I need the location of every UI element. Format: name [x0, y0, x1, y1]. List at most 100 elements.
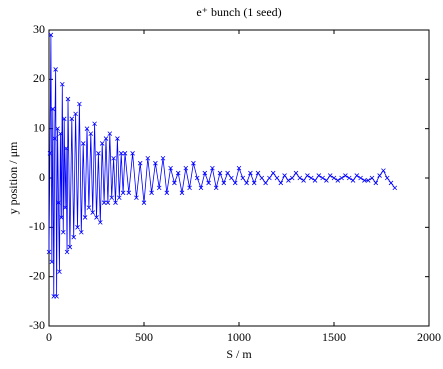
marker: [377, 173, 382, 178]
marker: [126, 190, 132, 196]
marker: [60, 229, 66, 235]
marker: [105, 200, 111, 205]
marker: [339, 175, 344, 181]
marker: [57, 269, 62, 275]
marker: [358, 175, 363, 181]
marker: [115, 136, 120, 141]
marker: [156, 185, 162, 191]
marker: [62, 205, 68, 210]
marker: [160, 155, 166, 161]
x-tick-label: 500: [135, 330, 153, 344]
marker: [90, 210, 95, 215]
marker: [217, 170, 223, 176]
marker: [141, 200, 147, 205]
marker: [354, 173, 360, 178]
marker: [183, 165, 189, 171]
y-axis-label: y position / μm: [6, 141, 20, 214]
marker: [365, 178, 371, 183]
marker: [274, 175, 280, 181]
marker: [225, 170, 230, 176]
marker: [71, 234, 76, 240]
marker: [79, 229, 84, 235]
marker: [120, 190, 126, 196]
marker: [286, 178, 291, 183]
marker: [49, 259, 55, 265]
marker: [56, 200, 61, 205]
marker: [113, 200, 118, 205]
marker: [251, 180, 257, 186]
marker: [316, 173, 322, 178]
marker: [53, 67, 58, 72]
marker: [327, 173, 333, 178]
marker: [94, 215, 99, 220]
marker: [305, 173, 310, 178]
marker: [67, 244, 73, 250]
marker: [255, 170, 261, 176]
marker: [191, 160, 196, 166]
marker: [46, 249, 52, 255]
marker: [109, 195, 114, 201]
marker: [77, 101, 82, 107]
marker: [122, 151, 128, 156]
marker: [232, 180, 238, 186]
y-tick-label: 30: [33, 22, 45, 36]
marker: [86, 205, 92, 210]
marker: [381, 168, 386, 173]
marker: [50, 106, 56, 112]
marker: [346, 175, 352, 181]
marker: [98, 220, 103, 225]
marker: [168, 165, 173, 171]
chart-title: e⁺ bunch (1 seed): [196, 5, 281, 19]
marker: [48, 32, 54, 38]
marker: [373, 180, 379, 186]
marker: [362, 178, 367, 183]
marker: [282, 173, 287, 178]
marker: [54, 294, 59, 299]
marker: [210, 165, 215, 171]
x-tick-label: 2000: [417, 330, 441, 344]
marker: [99, 141, 105, 146]
y-tick-label: 0: [39, 170, 45, 184]
marker: [221, 180, 227, 186]
marker: [320, 175, 325, 181]
marker: [179, 190, 185, 196]
marker: [331, 175, 337, 181]
marker: [82, 215, 88, 220]
marker: [384, 175, 390, 181]
marker: [335, 178, 341, 183]
marker: [297, 175, 303, 181]
marker: [236, 165, 242, 171]
x-tick-label: 0: [46, 330, 52, 344]
marker: [153, 160, 158, 166]
marker: [84, 126, 90, 131]
marker: [202, 170, 208, 176]
y-tick-label: 20: [33, 71, 45, 85]
y-tick-label: 10: [33, 120, 45, 134]
marker: [301, 178, 306, 183]
marker: [278, 180, 284, 186]
marker: [96, 151, 101, 156]
y-tick-label: -30: [29, 318, 45, 332]
y-tick-label: -20: [29, 268, 45, 282]
marker: [388, 180, 394, 186]
marker: [69, 116, 75, 122]
marker: [101, 200, 107, 205]
marker: [308, 175, 314, 181]
marker: [213, 185, 219, 191]
marker: [118, 151, 124, 156]
x-axis-label: S / m: [226, 347, 252, 361]
marker: [60, 81, 65, 87]
marker: [164, 190, 170, 196]
marker: [58, 131, 63, 136]
marker: [63, 146, 69, 151]
marker: [244, 180, 249, 186]
marker: [64, 249, 70, 255]
marker: [229, 175, 234, 181]
marker: [293, 170, 299, 176]
marker: [103, 136, 109, 141]
marker: [324, 178, 329, 183]
x-tick-label: 1500: [322, 330, 346, 344]
marker: [65, 96, 71, 102]
marker: [92, 121, 97, 127]
marker: [289, 175, 295, 181]
